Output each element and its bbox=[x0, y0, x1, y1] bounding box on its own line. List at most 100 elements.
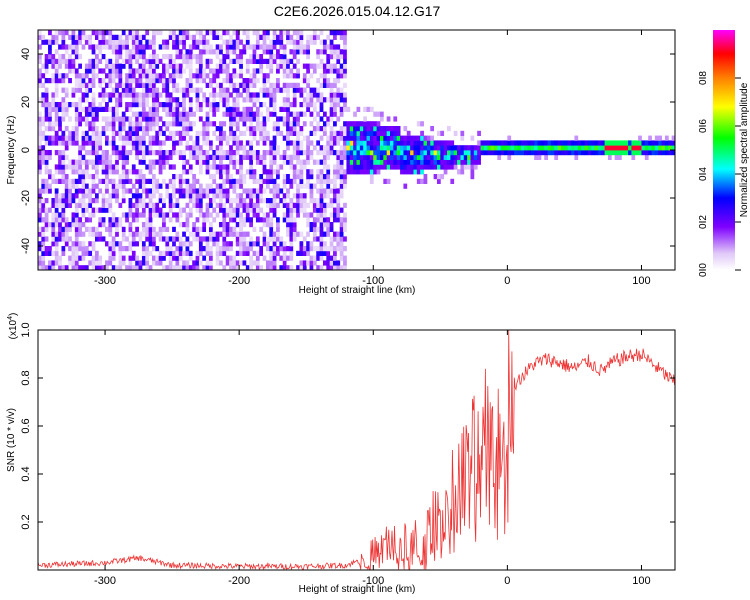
spectrogram-cell bbox=[44, 126, 49, 132]
spectrogram-cell bbox=[94, 159, 99, 165]
spectrogram-cell bbox=[333, 54, 337, 60]
spectrogram-cell bbox=[349, 130, 354, 136]
spectrogram-cell bbox=[554, 154, 559, 160]
spectrogram-cell bbox=[460, 154, 465, 160]
spectrogram-cell bbox=[343, 73, 347, 79]
spectrogram-cell bbox=[651, 150, 656, 156]
spectrogram-cell bbox=[276, 250, 280, 256]
spectrogram-cell bbox=[94, 44, 99, 50]
spectrogram-cell bbox=[81, 188, 86, 194]
spectrogram-cell bbox=[262, 73, 267, 79]
spectrogram-cell bbox=[188, 121, 193, 127]
spectrogram-cell bbox=[229, 150, 233, 156]
spectrogram-cell bbox=[440, 174, 445, 180]
spectrogram-cell bbox=[188, 231, 193, 237]
spectrogram-cell bbox=[155, 207, 160, 213]
spectrogram-cell bbox=[225, 260, 230, 266]
spectrogram-cell bbox=[329, 87, 334, 93]
spectrogram-cell bbox=[48, 222, 52, 228]
spectrogram-cell bbox=[165, 150, 170, 156]
spectrogram-cell bbox=[373, 130, 378, 136]
spectrogram-cell bbox=[554, 140, 559, 146]
spectrogram-cell bbox=[61, 34, 66, 40]
spectrogram-cell bbox=[61, 207, 66, 213]
spectrogram-cell bbox=[71, 183, 76, 189]
spectrogram-cell bbox=[44, 150, 49, 156]
spectrogram-cell bbox=[44, 188, 49, 194]
spectrogram-cell bbox=[128, 30, 133, 36]
spectrogram-cell bbox=[611, 150, 616, 156]
spectrogram-cell bbox=[178, 174, 183, 180]
spectrogram-cell bbox=[205, 159, 210, 165]
spectrogram-cell bbox=[172, 150, 176, 156]
spectrogram-cell bbox=[276, 226, 280, 232]
spectrogram-cell bbox=[289, 231, 294, 237]
spectrogram-cell bbox=[423, 174, 428, 180]
spectrogram-cell bbox=[333, 250, 337, 256]
spectrogram-cell bbox=[215, 188, 220, 194]
spectrogram-cell bbox=[88, 217, 93, 223]
spectrogram-cell bbox=[322, 154, 327, 160]
spectrogram-cell bbox=[319, 92, 324, 98]
spectrogram-cell bbox=[282, 63, 287, 69]
spectrogram-cell bbox=[242, 250, 247, 256]
spectrogram-cell bbox=[101, 78, 106, 84]
spectrogram-cell bbox=[326, 82, 331, 88]
spectrogram-cell bbox=[118, 265, 123, 270]
spectrogram-cell bbox=[78, 255, 82, 261]
spectrogram-cell bbox=[198, 193, 203, 199]
spectrogram-cell bbox=[339, 178, 344, 184]
spectrogram-cell bbox=[74, 164, 79, 170]
spectrogram-cell bbox=[198, 116, 203, 122]
spectrogram-cell bbox=[64, 178, 69, 184]
spectrogram-cell bbox=[252, 202, 257, 208]
spectrogram-cell bbox=[94, 198, 99, 204]
spectrogram-cell bbox=[279, 39, 284, 45]
spectrogram-cell bbox=[198, 188, 203, 194]
spectrogram-cell bbox=[252, 78, 257, 84]
spectrogram-cell bbox=[145, 116, 150, 122]
spectrogram-cell bbox=[94, 255, 99, 261]
y-tick-label: 20 bbox=[20, 96, 32, 108]
spectrogram-cell bbox=[118, 202, 123, 208]
spectrogram-cell bbox=[148, 78, 153, 84]
spectrogram-cell bbox=[175, 174, 180, 180]
spectrogram-cell bbox=[671, 145, 675, 151]
spectrogram-cell bbox=[61, 169, 66, 175]
spectrogram-cell bbox=[148, 68, 153, 74]
spectrogram-cell bbox=[269, 111, 274, 117]
spectrogram-cell bbox=[222, 178, 227, 184]
spectrogram-cell bbox=[319, 207, 324, 213]
spectrogram-cell bbox=[148, 140, 153, 146]
spectrogram-cell bbox=[517, 140, 522, 146]
spectrogram-cell bbox=[138, 265, 143, 270]
spectrogram-cell bbox=[215, 231, 220, 237]
spectrogram-cell bbox=[108, 198, 113, 204]
spectrogram-cell bbox=[322, 241, 327, 247]
spectrogram-cell bbox=[192, 188, 196, 194]
spectrogram-cell bbox=[312, 63, 317, 69]
spectrogram-cell bbox=[215, 44, 220, 50]
spectrogram-cell bbox=[296, 111, 300, 117]
spectrogram-cell bbox=[416, 164, 421, 170]
spectrogram-cell bbox=[188, 97, 193, 103]
spectrogram-cell bbox=[88, 241, 93, 247]
spectrogram-cell bbox=[396, 130, 401, 136]
spectrogram-cell bbox=[182, 159, 186, 165]
spectrogram-cell bbox=[299, 130, 304, 136]
spectrogram-cell bbox=[64, 102, 69, 108]
spectrogram-cell bbox=[343, 58, 347, 64]
spectrogram-cell bbox=[366, 150, 371, 156]
spectrogram-cell bbox=[219, 260, 223, 266]
spectrogram-cell bbox=[319, 198, 324, 204]
spectrogram-cell bbox=[155, 54, 160, 60]
spectrogram-cell bbox=[262, 87, 267, 93]
spectrogram-cell bbox=[215, 246, 220, 252]
spectrogram-cell bbox=[265, 106, 270, 112]
spectrogram-cell bbox=[319, 193, 324, 199]
spectrogram-cell bbox=[202, 126, 207, 132]
spectrogram-cell bbox=[242, 246, 247, 252]
spectrogram-cell bbox=[58, 121, 62, 127]
spectrogram-cell bbox=[84, 34, 89, 40]
x-tick-label: -200 bbox=[228, 275, 250, 287]
